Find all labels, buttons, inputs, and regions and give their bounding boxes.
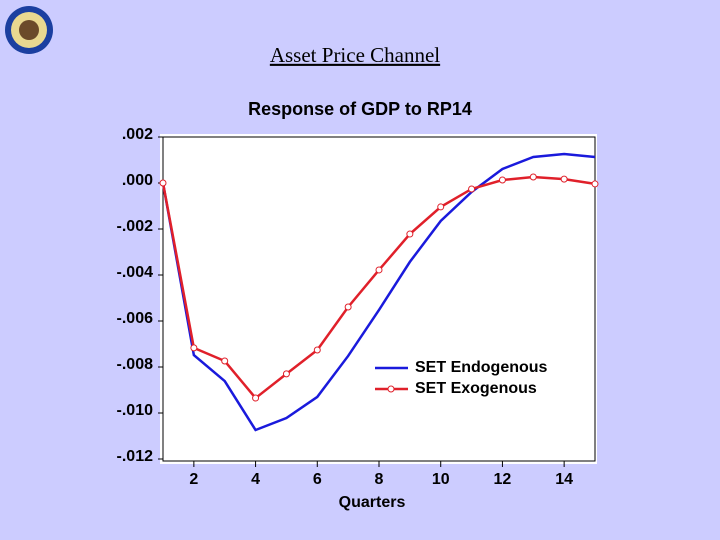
y-tick-label: -.008: [117, 356, 154, 373]
data-point: [560, 175, 568, 183]
x-tick-label: 6: [313, 471, 322, 488]
x-tick-label: 12: [494, 471, 512, 488]
data-point: [437, 203, 445, 211]
data-point: [282, 370, 290, 378]
x-tick-label: 2: [189, 471, 198, 488]
x-tick-label: 4: [251, 471, 260, 488]
plot-background: [160, 134, 597, 464]
data-point: [591, 180, 599, 188]
data-point: [344, 303, 352, 311]
chart-title: Response of GDP to RP14: [248, 99, 472, 119]
y-tick-label: -.004: [117, 264, 154, 281]
y-tick-label: -.002: [117, 218, 154, 235]
data-point: [468, 185, 476, 193]
y-tick-label: -.012: [117, 448, 154, 465]
y-tick-label: -.006: [117, 310, 154, 327]
data-point: [252, 394, 260, 402]
series-line: [161, 152, 596, 432]
legend-marker: [387, 385, 395, 393]
x-tick-label: 14: [555, 471, 573, 488]
data-point: [529, 173, 537, 181]
x-axis-label: Quarters: [339, 494, 406, 511]
x-tick-label: 8: [375, 471, 384, 488]
logo: [5, 6, 53, 54]
legend-label: SET Endogenous: [415, 359, 548, 376]
y-tick-label: -.010: [117, 402, 154, 419]
data-point: [221, 357, 229, 365]
data-point: [498, 176, 506, 184]
y-tick-label: .000: [122, 172, 153, 189]
legend-label: SET Exogenous: [415, 380, 537, 397]
slide-title: Asset Price Channel: [270, 43, 440, 67]
data-point: [190, 344, 198, 352]
data-point: [375, 266, 383, 274]
data-point: [313, 346, 321, 354]
data-point: [406, 230, 414, 238]
x-tick-label: 10: [432, 471, 450, 488]
y-tick-label: .002: [122, 126, 153, 143]
data-point: [159, 179, 167, 187]
